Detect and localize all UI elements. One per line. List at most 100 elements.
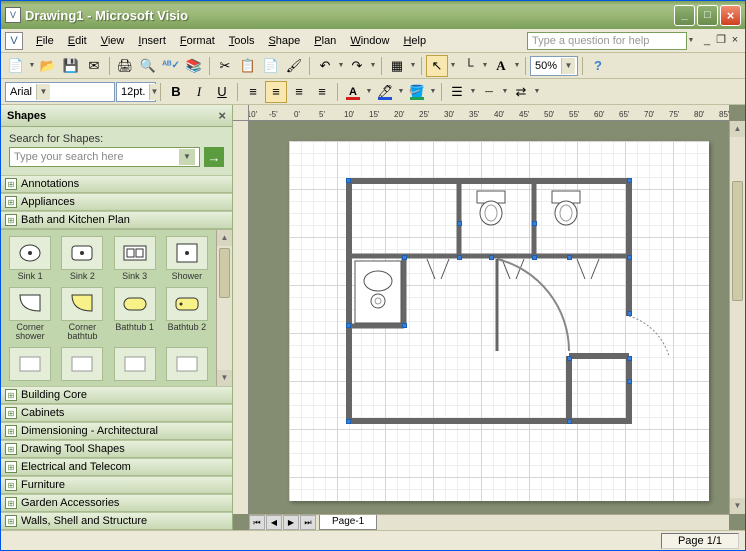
shapes-window-dropdown[interactable]: ▼: [409, 62, 417, 69]
research-button[interactable]: 📚: [183, 55, 205, 77]
redo-dropdown[interactable]: ▼: [369, 62, 377, 69]
selection-handle[interactable]: [346, 419, 351, 424]
shape-master-corner-bathtub[interactable]: Corner bathtub: [57, 285, 107, 343]
zoom-combo[interactable]: 50%▼: [530, 56, 578, 76]
stencil-cabinets[interactable]: ⊞Cabinets: [1, 404, 232, 422]
selection-handle[interactable]: [346, 178, 351, 183]
line-ends-button[interactable]: ⇄: [510, 81, 532, 103]
selection-handle[interactable]: [627, 379, 632, 384]
selection-handle[interactable]: [346, 323, 351, 328]
line-weight-dropdown[interactable]: ▼: [469, 88, 477, 95]
menu-format[interactable]: Format: [173, 32, 222, 50]
selection-handle[interactable]: [402, 323, 407, 328]
align-center-button[interactable]: ≡: [265, 81, 287, 103]
fill-color-dropdown[interactable]: ▼: [429, 88, 437, 95]
font-combo[interactable]: Arial▼: [5, 82, 115, 102]
new-dropdown[interactable]: ▼: [28, 62, 36, 69]
email-button[interactable]: ✉: [83, 55, 105, 77]
shape-master-blank[interactable]: [110, 345, 160, 385]
scroll-down-button[interactable]: ▼: [217, 370, 232, 386]
canvas-viewport[interactable]: [249, 121, 729, 514]
print-preview-button[interactable]: 🔍: [137, 55, 159, 77]
help-search-dropdown[interactable]: ▼: [687, 37, 695, 44]
selection-handle[interactable]: [627, 178, 632, 183]
selection-handle[interactable]: [627, 356, 632, 361]
titlebar[interactable]: V Drawing1 - Microsoft Visio _ □ ×: [1, 1, 745, 29]
tab-first-button[interactable]: ⏮: [249, 515, 265, 530]
stencil-building-core[interactable]: ⊞Building Core: [1, 386, 232, 404]
doc-close-button[interactable]: ×: [729, 35, 741, 47]
vertical-scrollbar[interactable]: ▲ ▼: [729, 121, 745, 514]
doc-restore-button[interactable]: ❐: [715, 35, 727, 47]
stencil-scrollbar[interactable]: ▲ ▼: [216, 230, 232, 386]
menu-edit[interactable]: Edit: [61, 32, 94, 50]
doc-icon[interactable]: V: [5, 32, 23, 50]
ruler-corner[interactable]: [233, 105, 249, 121]
fill-color-button[interactable]: 🪣: [406, 81, 428, 103]
selection-handle[interactable]: [567, 356, 572, 361]
stencil-appliances[interactable]: ⊞Appliances: [1, 193, 232, 211]
shape-master-shower[interactable]: Shower: [162, 234, 212, 283]
line-color-dropdown[interactable]: ▼: [397, 88, 405, 95]
shape-master-sink-2[interactable]: Sink 2: [57, 234, 107, 283]
tab-prev-button[interactable]: ◀: [266, 515, 282, 530]
scroll-up-arrow[interactable]: ▲: [730, 121, 745, 137]
selection-handle[interactable]: [457, 221, 462, 226]
menu-help[interactable]: Help: [396, 32, 433, 50]
shape-master-bathtub-2[interactable]: Bathtub 2: [162, 285, 212, 343]
selection-handle[interactable]: [402, 255, 407, 260]
undo-button[interactable]: ↶: [314, 55, 336, 77]
pointer-tool-button[interactable]: ↖: [426, 55, 448, 77]
paste-button[interactable]: 📄: [260, 55, 282, 77]
selection-handle[interactable]: [532, 221, 537, 226]
page-tab[interactable]: Page-1: [319, 515, 377, 530]
vscroll-thumb[interactable]: [732, 181, 743, 301]
text-tool-button[interactable]: A: [490, 55, 512, 77]
horizontal-ruler[interactable]: -10'-5'0'5'10'15'20'25'30'35'40'45'50'55…: [249, 105, 729, 121]
print-button[interactable]: 🖨: [114, 55, 136, 77]
undo-dropdown[interactable]: ▼: [337, 62, 345, 69]
tab-last-button[interactable]: ⏭: [300, 515, 316, 530]
format-painter-button[interactable]: 🖌: [283, 55, 305, 77]
stencil-garden-accessories[interactable]: ⊞Garden Accessories: [1, 494, 232, 512]
align-left-button[interactable]: ≡: [242, 81, 264, 103]
font-color-button[interactable]: A: [342, 81, 364, 103]
shapes-window-button[interactable]: ▦: [386, 55, 408, 77]
selection-handle[interactable]: [627, 255, 632, 260]
menu-tools[interactable]: Tools: [222, 32, 262, 50]
connector-tool-button[interactable]: └: [458, 55, 480, 77]
selection-handle[interactable]: [489, 255, 494, 260]
selection-handle[interactable]: [532, 255, 537, 260]
spelling-button[interactable]: ᴬᴮ✓: [160, 55, 182, 77]
selection-handle[interactable]: [567, 419, 572, 424]
line-weight-button[interactable]: ☰: [446, 81, 468, 103]
menu-plan[interactable]: Plan: [307, 32, 343, 50]
selection-handle[interactable]: [457, 255, 462, 260]
maximize-button[interactable]: □: [697, 5, 718, 26]
save-button[interactable]: 💾: [60, 55, 82, 77]
stencil-electrical-and-telecom[interactable]: ⊞Electrical and Telecom: [1, 458, 232, 476]
menu-window[interactable]: Window: [343, 32, 396, 50]
line-ends-dropdown[interactable]: ▼: [533, 88, 541, 95]
open-button[interactable]: 📂: [37, 55, 59, 77]
shape-master-blank[interactable]: [162, 345, 212, 385]
scroll-down-arrow[interactable]: ▼: [730, 498, 745, 514]
align-right-button[interactable]: ≡: [288, 81, 310, 103]
drawing-page[interactable]: [289, 141, 709, 501]
scroll-up-button[interactable]: ▲: [217, 230, 232, 246]
underline-button[interactable]: U: [211, 81, 233, 103]
shape-master-blank[interactable]: [57, 345, 107, 385]
cut-button[interactable]: ✂: [214, 55, 236, 77]
minimize-button[interactable]: _: [674, 5, 695, 26]
font-size-combo[interactable]: 12pt.▼: [116, 82, 156, 102]
line-color-button[interactable]: 🖊: [374, 81, 396, 103]
line-pattern-dropdown[interactable]: ▼: [501, 88, 509, 95]
selection-handle[interactable]: [627, 311, 632, 316]
stencil-dimensioning-architectural[interactable]: ⊞Dimensioning - Architectural: [1, 422, 232, 440]
copy-button[interactable]: 📋: [237, 55, 259, 77]
stencil-annotations[interactable]: ⊞Annotations: [1, 175, 232, 193]
stencil-drawing-tool-shapes[interactable]: ⊞Drawing Tool Shapes: [1, 440, 232, 458]
redo-button[interactable]: ↷: [346, 55, 368, 77]
doc-minimize-button[interactable]: _: [701, 35, 713, 47]
shape-master-sink-1[interactable]: Sink 1: [5, 234, 55, 283]
